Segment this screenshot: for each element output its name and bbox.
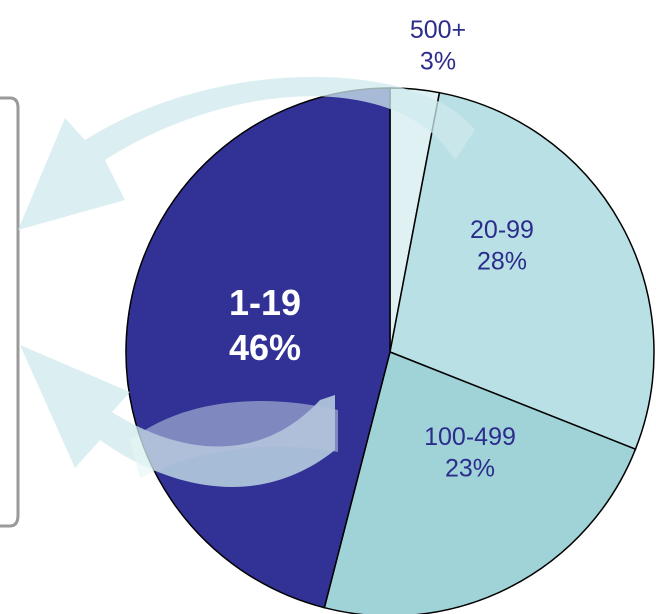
slice-category-label-500+: 500+	[410, 16, 466, 44]
slice-category-label-100-499: 100-499	[424, 423, 516, 451]
pie-slice-20-99	[389, 91, 655, 451]
slice-percent-label-20-99: 28%	[477, 247, 527, 275]
slice-percent-label-1-19: 46%	[229, 327, 301, 368]
slice-category-label-20-99: 20-99	[470, 216, 534, 244]
slice-percent-label-100-499: 23%	[445, 454, 495, 482]
center-curved-arrow	[130, 401, 338, 478]
pie-slice-100-499	[323, 350, 637, 614]
arrow-overlays	[18, 76, 475, 488]
callout-box	[0, 96, 20, 528]
lower-curved-arrow	[20, 345, 335, 488]
slice-category-label-1-19: 1-19	[229, 282, 301, 323]
pie-slices	[125, 87, 655, 614]
upper-curved-arrow	[18, 76, 475, 230]
slice-percent-label-500+: 3%	[420, 47, 456, 75]
